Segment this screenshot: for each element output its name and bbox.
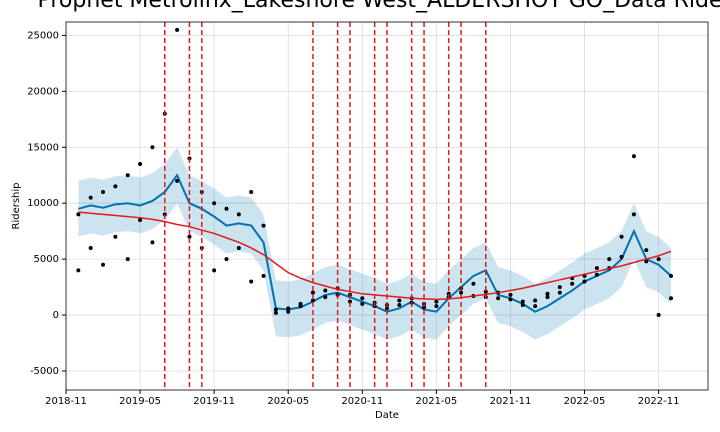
observed-point: [397, 298, 402, 303]
observed-point: [483, 289, 488, 294]
observed-point: [508, 297, 513, 302]
observed-point: [212, 201, 217, 206]
plot-area: [76, 22, 673, 390]
observed-point: [224, 257, 229, 262]
observed-point: [434, 299, 439, 304]
observed-point: [125, 173, 130, 178]
observed-point: [545, 291, 550, 296]
observed-point: [273, 310, 278, 315]
observed-point: [422, 305, 427, 310]
observed-point: [310, 298, 315, 303]
y-axis-label: Ridership: [11, 182, 22, 229]
observed-point: [273, 307, 278, 312]
observed-point: [76, 268, 81, 273]
observed-point: [644, 259, 649, 264]
observed-point: [88, 245, 93, 250]
observed-point: [236, 245, 241, 250]
x-tick-label: 2018-11: [45, 396, 87, 407]
observed-point: [607, 257, 612, 262]
observed-point: [668, 296, 673, 301]
y-tick-label: 25000: [27, 30, 59, 41]
observed-point: [101, 262, 106, 267]
observed-point: [88, 195, 93, 200]
observed-point: [471, 281, 476, 286]
observed-point: [286, 309, 291, 314]
observed-point: [533, 304, 538, 309]
x-tick-label: 2020-11: [341, 396, 383, 407]
observed-point: [101, 190, 106, 195]
y-tick-label: 20000: [27, 86, 59, 97]
observed-point: [113, 234, 118, 239]
observed-point: [310, 290, 315, 295]
x-tick-label: 2022-05: [564, 396, 606, 407]
observed-point: [249, 190, 254, 195]
observed-point: [212, 268, 217, 273]
observed-point: [594, 272, 599, 277]
observed-point: [125, 257, 130, 262]
y-tick-label: -5000: [30, 366, 59, 377]
observed-point: [113, 184, 118, 189]
x-tick-label: 2019-05: [119, 396, 161, 407]
observed-point: [298, 301, 303, 306]
observed-point: [385, 306, 389, 311]
observed-point: [397, 302, 402, 307]
plot-frame: [65, 21, 709, 391]
observed-point: [224, 206, 229, 211]
observed-point: [286, 306, 291, 311]
observed-point: [594, 266, 599, 271]
observed-point: [150, 240, 155, 245]
observed-point: [631, 154, 636, 159]
observed-point: [347, 299, 352, 304]
observed-point: [520, 299, 525, 304]
observed-point: [520, 302, 525, 307]
observed-point: [631, 212, 636, 217]
chart-title: Prophet Metrolinx_Lakeshore West_ALDERSH…: [37, 0, 720, 13]
observed-point: [138, 162, 143, 167]
observed-point: [360, 301, 365, 306]
observed-point: [76, 212, 81, 217]
y-tick-label: 0: [53, 310, 59, 321]
observed-point: [545, 295, 550, 300]
observed-point: [557, 285, 562, 290]
observed-point: [446, 291, 451, 296]
observed-point: [644, 248, 649, 253]
observed-point: [323, 288, 328, 293]
observed-point: [175, 178, 180, 183]
x-axis-label: Date: [375, 410, 399, 421]
observed-point: [187, 234, 192, 239]
observed-point: [656, 313, 661, 318]
observed-point: [175, 27, 180, 32]
observed-point: [508, 292, 513, 297]
y-tick-label: 5000: [34, 254, 59, 265]
observed-point: [434, 304, 439, 309]
observed-point: [557, 290, 562, 295]
observed-point: [582, 279, 587, 284]
x-tick-label: 2020-05: [267, 396, 309, 407]
observed-point: [261, 223, 266, 228]
x-tick-label: 2021-05: [415, 396, 457, 407]
observed-point: [668, 273, 673, 278]
observed-point: [656, 257, 661, 262]
x-tick-label: 2022-11: [638, 396, 680, 407]
observed-point: [459, 290, 464, 295]
x-tick-label: 2021-11: [490, 396, 532, 407]
observed-point: [533, 298, 538, 303]
observed-point: [150, 145, 155, 150]
observed-point: [261, 273, 266, 278]
uncertainty-band: [78, 147, 671, 340]
observed-point: [619, 234, 624, 239]
y-tick-label: 10000: [27, 198, 59, 209]
observed-point: [496, 296, 501, 301]
observed-point: [236, 212, 241, 217]
observed-point: [138, 217, 143, 222]
observed-point: [619, 254, 624, 259]
observed-point: [323, 295, 328, 300]
x-tick-label: 2019-11: [193, 396, 235, 407]
observed-point: [360, 296, 365, 301]
observed-point: [570, 281, 575, 286]
observed-point: [249, 279, 254, 284]
y-tick-label: 15000: [27, 142, 59, 153]
